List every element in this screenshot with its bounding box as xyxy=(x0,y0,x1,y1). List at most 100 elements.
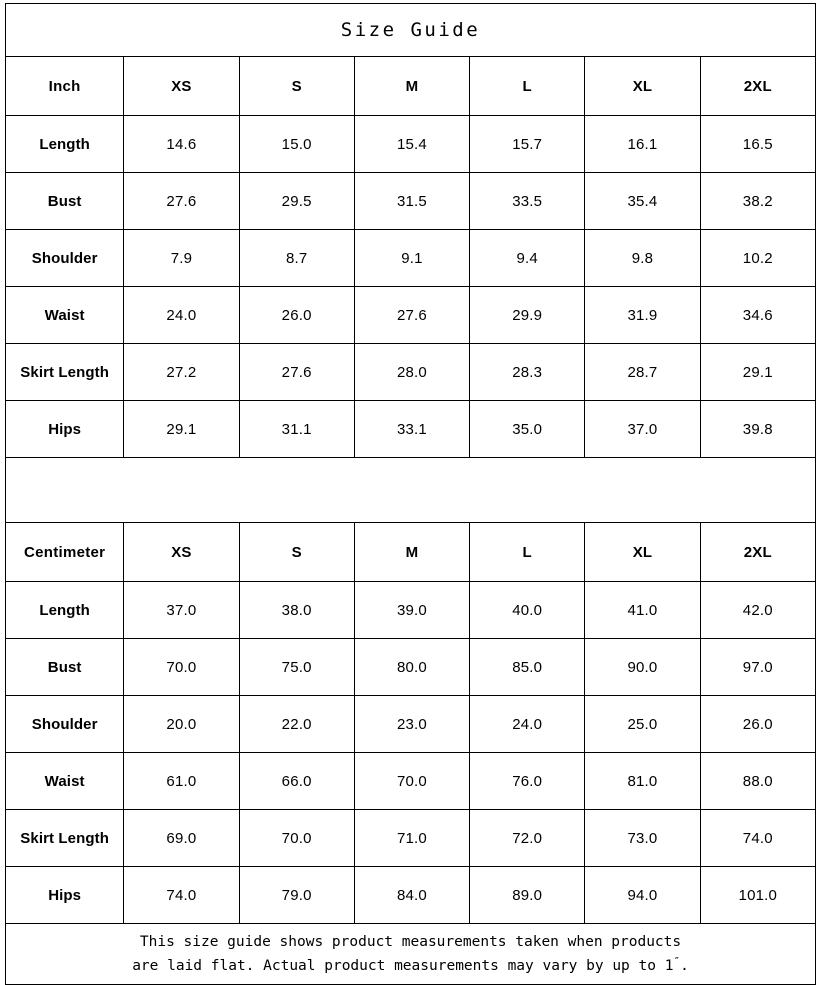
measurement-value: 42.0 xyxy=(699,581,817,639)
measurement-value: 72.0 xyxy=(469,809,586,867)
measurement-value: 97.0 xyxy=(699,638,817,696)
measurement-value: 35.0 xyxy=(469,400,586,458)
measurement-value: 29.9 xyxy=(469,286,586,344)
measurement-value: 34.6 xyxy=(699,286,817,344)
size-header-s: S xyxy=(238,522,355,582)
size-header-s: S xyxy=(238,56,355,116)
measurement-value: 14.6 xyxy=(123,115,240,173)
table-row: Shoulder 7.9 8.7 9.1 9.4 9.8 10.2 xyxy=(4,229,817,287)
measurement-value: 89.0 xyxy=(469,866,586,924)
measurement-value: 22.0 xyxy=(238,695,355,753)
table-row: Skirt Length 69.0 70.0 71.0 72.0 73.0 74.0 xyxy=(4,809,817,867)
measurement-value: 31.9 xyxy=(584,286,701,344)
measurement-tables: Inch XS S M L XL 2XL Length 14.6 15.0 15.4 15.7 16.1… xyxy=(4,56,817,924)
size-header-m: M xyxy=(353,56,471,116)
measurement-value: 66.0 xyxy=(238,752,355,810)
measurement-value: 37.0 xyxy=(123,581,240,639)
measurement-value: 15.4 xyxy=(353,115,471,173)
measurement-value: 9.4 xyxy=(469,229,586,287)
table-spacer-cell xyxy=(5,457,816,523)
measurement-value: 16.5 xyxy=(699,115,817,173)
measurement-value: 75.0 xyxy=(238,638,355,696)
table-row: Hips 74.0 79.0 84.0 89.0 94.0 101.0 xyxy=(4,866,817,924)
measurement-value: 71.0 xyxy=(353,809,471,867)
table-spacer-row xyxy=(5,457,816,523)
table-row: Bust 27.6 29.5 31.5 33.5 35.4 38.2 xyxy=(4,172,817,230)
size-header-2xl: 2XL xyxy=(699,522,817,582)
table-row: Bust 70.0 75.0 80.0 85.0 90.0 97.0 xyxy=(4,638,817,696)
measurement-value: 7.9 xyxy=(123,229,240,287)
page-title: Size Guide xyxy=(5,3,816,57)
measurement-value: 27.2 xyxy=(123,343,240,401)
size-guide-page: Size Guide Inch XS S M L XL 2XL Length 14.6 15.0 1… xyxy=(4,3,817,985)
measurement-value: 73.0 xyxy=(584,809,701,867)
measurement-value: 31.5 xyxy=(353,172,471,230)
size-header-xl: XL xyxy=(584,522,701,582)
footnote-line-2-period: . xyxy=(680,958,689,974)
measurement-value: 80.0 xyxy=(353,638,471,696)
measurement-value: 39.8 xyxy=(699,400,817,458)
measurement-value: 29.5 xyxy=(238,172,355,230)
size-header-2xl: 2XL xyxy=(699,56,817,116)
measurement-value: 24.0 xyxy=(469,695,586,753)
footnote-text: This size guide shows product measuremen… xyxy=(5,923,816,985)
measurement-value: 29.1 xyxy=(123,400,240,458)
measurement-value: 101.0 xyxy=(699,866,817,924)
measurement-value: 28.7 xyxy=(584,343,701,401)
measurement-value: 90.0 xyxy=(584,638,701,696)
table-row: Waist 24.0 26.0 27.6 29.9 31.9 34.6 xyxy=(4,286,817,344)
measurement-value: 26.0 xyxy=(699,695,817,753)
measurement-value: 31.1 xyxy=(238,400,355,458)
row-label-bust: Bust xyxy=(4,638,125,696)
table-row: Length 14.6 15.0 15.4 15.7 16.1 16.5 xyxy=(4,115,817,173)
size-header-m: M xyxy=(353,522,471,582)
measurement-value: 76.0 xyxy=(469,752,586,810)
measurement-value: 70.0 xyxy=(123,638,240,696)
measurement-value: 9.8 xyxy=(584,229,701,287)
measurement-value: 84.0 xyxy=(353,866,471,924)
measurement-value: 15.7 xyxy=(469,115,586,173)
measurement-value: 25.0 xyxy=(584,695,701,753)
measurement-value: 26.0 xyxy=(238,286,355,344)
measurement-value: 27.6 xyxy=(123,172,240,230)
measurement-value: 81.0 xyxy=(584,752,701,810)
measurement-value: 70.0 xyxy=(353,752,471,810)
measurement-value: 70.0 xyxy=(238,809,355,867)
measurement-value: 39.0 xyxy=(353,581,471,639)
size-guide-table: Size Guide Inch XS S M L XL 2XL Length 14.6 15.0 1… xyxy=(4,3,817,985)
title-row: Size Guide xyxy=(5,3,816,57)
measurement-value: 29.1 xyxy=(699,343,817,401)
row-label-waist: Waist xyxy=(4,752,125,810)
measurement-value: 41.0 xyxy=(584,581,701,639)
measurement-value: 88.0 xyxy=(699,752,817,810)
measurement-value: 28.0 xyxy=(353,343,471,401)
footnote-section: This size guide shows product measuremen… xyxy=(5,923,816,985)
row-label-bust: Bust xyxy=(4,172,125,230)
measurement-value: 8.7 xyxy=(238,229,355,287)
table-row: Skirt Length 27.2 27.6 28.0 28.3 28.7 29.1 xyxy=(4,343,817,401)
measurement-value: 27.6 xyxy=(238,343,355,401)
measurement-value: 27.6 xyxy=(353,286,471,344)
row-label-waist: Waist xyxy=(4,286,125,344)
measurement-value: 38.2 xyxy=(699,172,817,230)
measurement-value: 23.0 xyxy=(353,695,471,753)
table-row: Shoulder 20.0 22.0 23.0 24.0 25.0 26.0 xyxy=(4,695,817,753)
measurement-value: 20.0 xyxy=(123,695,240,753)
measurement-value: 38.0 xyxy=(238,581,355,639)
measurement-value: 69.0 xyxy=(123,809,240,867)
measurement-value: 9.1 xyxy=(353,229,471,287)
footnote-line-1: This size guide shows product measuremen… xyxy=(139,933,682,950)
measurement-value: 94.0 xyxy=(584,866,701,924)
table-row: Waist 61.0 66.0 70.0 76.0 81.0 88.0 xyxy=(4,752,817,810)
table-row: Hips 29.1 31.1 33.1 35.0 37.0 39.8 xyxy=(4,400,817,458)
size-header-xs: XS xyxy=(123,522,240,582)
footnote-line-2-text: are laid flat. Actual product measuremen… xyxy=(132,958,674,974)
row-label-shoulder: Shoulder xyxy=(4,695,125,753)
row-label-hips: Hips xyxy=(4,866,125,924)
measurement-value: 74.0 xyxy=(123,866,240,924)
measurement-value: 74.0 xyxy=(699,809,817,867)
measurement-value: 40.0 xyxy=(469,581,586,639)
measurement-value: 85.0 xyxy=(469,638,586,696)
row-label-skirt-length: Skirt Length xyxy=(4,809,125,867)
measurement-value: 79.0 xyxy=(238,866,355,924)
